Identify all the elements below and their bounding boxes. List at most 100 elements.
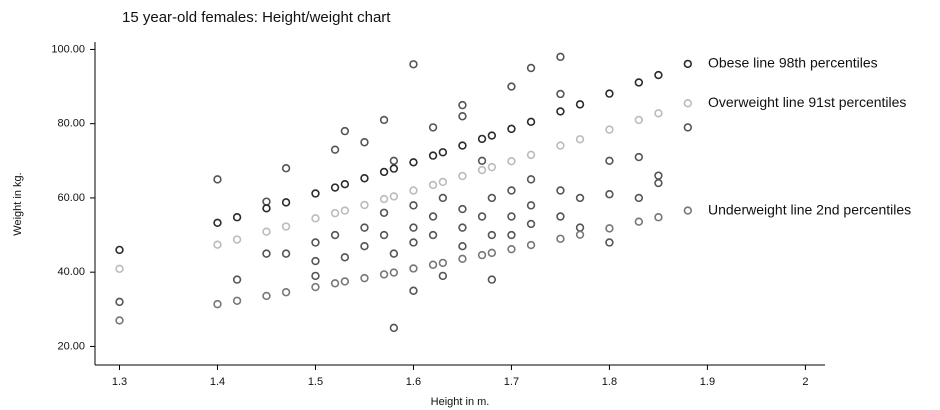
data-point xyxy=(526,219,536,229)
data-point xyxy=(379,270,389,279)
data-point xyxy=(458,241,467,251)
data-point xyxy=(311,282,320,292)
data-point xyxy=(605,125,614,134)
data-point xyxy=(458,204,467,214)
data-point xyxy=(556,107,565,116)
data-point xyxy=(281,249,291,258)
y-tick-label: 20.00 xyxy=(57,340,85,352)
x-tick-label: 2 xyxy=(802,376,808,388)
data-point xyxy=(477,134,487,144)
data-point xyxy=(575,223,585,232)
data-point xyxy=(340,179,350,189)
data-point xyxy=(526,117,536,127)
data-point xyxy=(311,271,320,281)
data-point xyxy=(683,123,693,132)
data-point xyxy=(262,291,271,301)
data-point xyxy=(507,156,516,166)
data-point xyxy=(360,241,369,251)
data-point xyxy=(458,112,467,121)
y-tick-label: 80.00 xyxy=(57,118,85,130)
data-point xyxy=(654,171,663,180)
data-point xyxy=(340,206,350,215)
data-point xyxy=(428,123,438,132)
data-point xyxy=(213,299,222,309)
data-point xyxy=(634,217,644,226)
data-point xyxy=(409,201,418,210)
data-point xyxy=(507,244,516,254)
data-point xyxy=(389,249,399,258)
data-point xyxy=(605,156,614,166)
data-point xyxy=(487,248,497,258)
data-point xyxy=(428,260,438,269)
data-point xyxy=(477,165,487,175)
data-point xyxy=(213,175,222,184)
data-point xyxy=(526,240,536,250)
data-point xyxy=(213,240,222,249)
data-point xyxy=(311,256,320,266)
data-point xyxy=(379,230,389,240)
data-point xyxy=(409,158,418,167)
data-point xyxy=(389,192,399,201)
data-point xyxy=(556,234,565,243)
data-point xyxy=(232,213,242,222)
data-point xyxy=(360,273,369,283)
x-tick-label: 1.3 xyxy=(112,376,127,388)
data-point xyxy=(683,206,693,215)
data-point xyxy=(330,230,340,240)
series-label: Underweight line 2nd percentiles xyxy=(708,201,911,217)
data-point xyxy=(360,200,369,210)
data-point xyxy=(379,194,389,204)
data-point xyxy=(526,150,536,160)
data-point xyxy=(330,183,340,192)
y-tick-label: 60.00 xyxy=(57,192,85,204)
data-point xyxy=(654,213,663,222)
data-point xyxy=(654,178,663,188)
data-point xyxy=(477,250,487,260)
data-point xyxy=(340,277,350,286)
data-point xyxy=(389,164,399,173)
data-point xyxy=(232,275,242,284)
data-point xyxy=(654,70,663,80)
data-point xyxy=(389,268,399,277)
chart-title: 15 year-old females: Height/weight chart xyxy=(122,9,391,26)
data-point xyxy=(409,286,418,295)
data-point xyxy=(634,193,644,203)
data-point xyxy=(428,151,438,160)
data-point xyxy=(262,197,271,206)
data-point xyxy=(458,141,467,150)
data-point xyxy=(477,156,487,166)
data-point xyxy=(389,156,399,166)
data-point xyxy=(507,124,516,134)
data-point xyxy=(232,296,242,305)
data-point xyxy=(487,230,497,240)
data-point xyxy=(115,245,124,255)
data-point xyxy=(654,109,663,118)
y-tick-label: 40.00 xyxy=(57,266,85,278)
data-point xyxy=(360,138,369,147)
data-point xyxy=(311,238,320,247)
data-point xyxy=(458,100,467,110)
data-point xyxy=(340,253,350,262)
data-point xyxy=(281,222,291,231)
data-point xyxy=(428,230,438,240)
data-point xyxy=(526,201,536,210)
data-point xyxy=(213,218,222,228)
x-tick-label: 1.8 xyxy=(602,376,617,388)
data-point xyxy=(311,214,320,223)
data-point xyxy=(458,223,467,232)
data-point xyxy=(575,135,585,144)
data-point xyxy=(556,212,565,221)
data-point xyxy=(281,288,291,297)
data-point xyxy=(262,227,271,236)
x-tick-label: 1.9 xyxy=(700,376,715,388)
data-point xyxy=(340,126,350,136)
data-point xyxy=(281,164,291,173)
x-tick-label: 1.5 xyxy=(308,376,323,388)
data-point xyxy=(262,249,271,258)
data-point xyxy=(281,198,291,207)
series-label: Overweight line 91st percentiles xyxy=(708,94,906,110)
data-point xyxy=(683,99,693,108)
data-point xyxy=(438,258,448,268)
data-point xyxy=(634,78,644,87)
